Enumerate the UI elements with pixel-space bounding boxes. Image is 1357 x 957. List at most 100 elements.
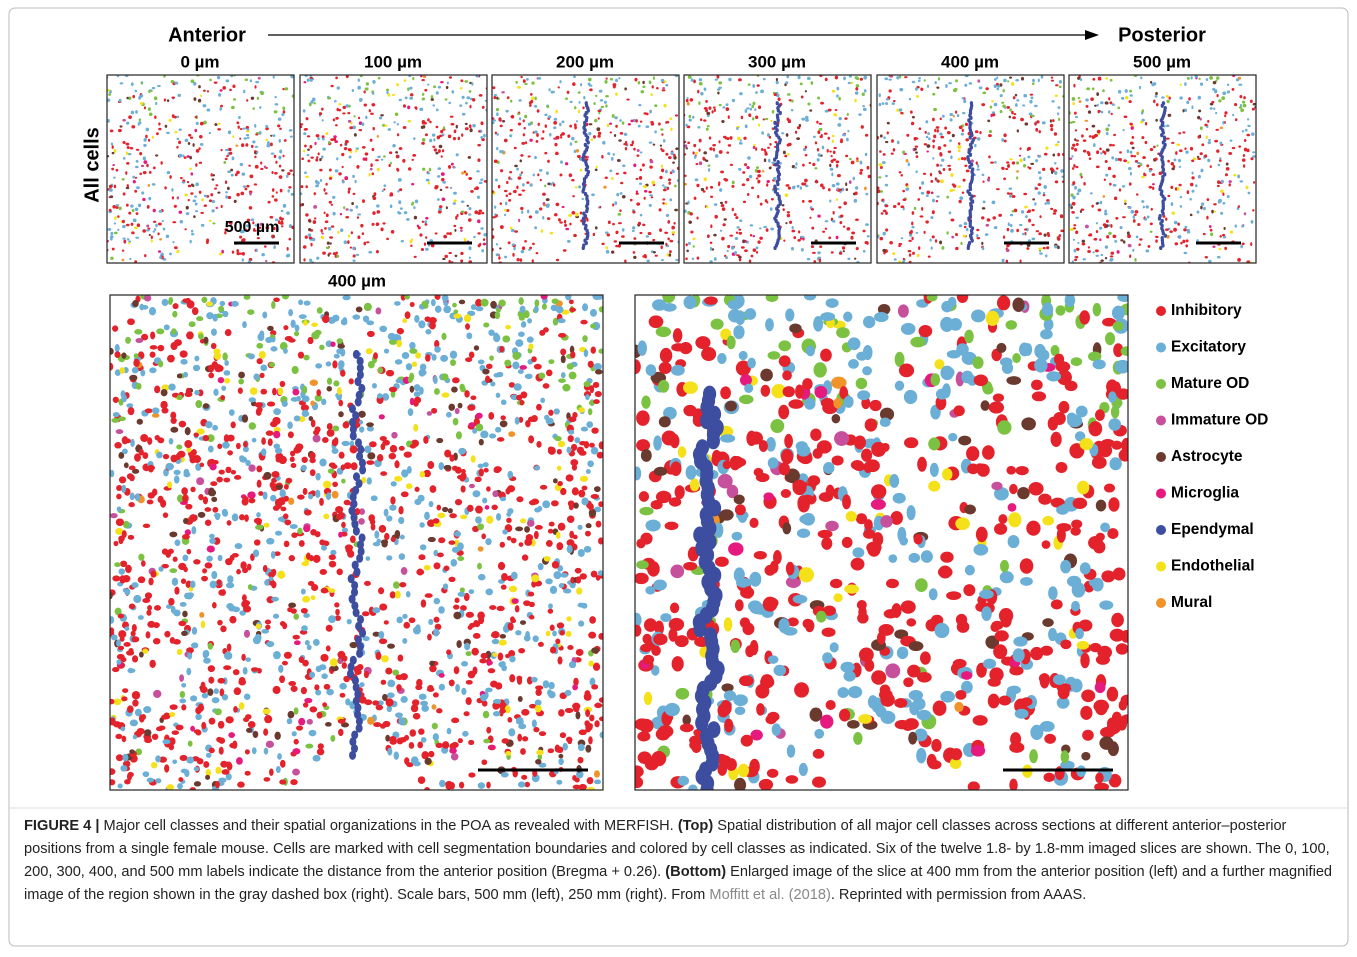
cell: [203, 90, 206, 92]
cell: [664, 186, 668, 188]
cell: [1039, 252, 1043, 254]
cell: [542, 193, 546, 196]
cell: [306, 117, 309, 120]
cell: [888, 79, 892, 81]
cell: [799, 124, 802, 127]
cell: [825, 110, 828, 113]
cell: [429, 139, 432, 143]
cell: [1110, 79, 1113, 82]
cell: [1141, 200, 1144, 203]
cell: [303, 149, 305, 152]
cell: [156, 132, 159, 135]
cell: [739, 258, 741, 261]
cell: [122, 249, 124, 252]
cell: [511, 538, 517, 544]
cell: [139, 118, 141, 121]
cell: [1191, 105, 1193, 109]
cell: [277, 124, 280, 127]
cell: [1104, 151, 1106, 155]
cell: [785, 222, 787, 224]
cell: [127, 238, 130, 241]
cell: [319, 345, 324, 350]
cell: [288, 431, 294, 438]
cell: [865, 153, 867, 156]
cell: [397, 211, 400, 214]
cell: [141, 94, 144, 98]
cell: [1130, 94, 1133, 97]
cell: [379, 326, 387, 332]
cell: [989, 130, 992, 133]
cell: [1007, 164, 1010, 168]
cell: [800, 236, 804, 238]
cell: [446, 206, 448, 209]
cell: [1083, 139, 1087, 142]
cell: [996, 188, 1000, 190]
cell: [444, 255, 448, 258]
cell: [388, 164, 390, 167]
cell: [521, 250, 525, 253]
cell: [438, 149, 441, 153]
cell: [1023, 157, 1025, 161]
cell: [907, 185, 909, 187]
cell: [768, 159, 770, 163]
cell: [1035, 187, 1038, 189]
cell: [571, 211, 575, 215]
cell: [154, 228, 156, 231]
cell: [536, 750, 544, 756]
cell: [542, 500, 550, 508]
cell: [769, 167, 772, 170]
cell: [642, 81, 645, 84]
cell: [1198, 109, 1201, 112]
cell: [468, 218, 472, 222]
cell: [1137, 165, 1140, 168]
cell: [664, 232, 668, 234]
cell: [685, 124, 687, 127]
cell: [477, 219, 480, 223]
cell: [621, 235, 625, 238]
cell: [587, 460, 594, 467]
cell: [946, 196, 949, 199]
cell: [1003, 235, 1005, 239]
cell: [883, 153, 886, 156]
cell: [899, 108, 902, 111]
cell: [356, 165, 359, 169]
cell: [242, 258, 244, 261]
cell: [541, 137, 545, 139]
cell: [313, 220, 317, 224]
cell: [847, 258, 850, 260]
cell: [421, 79, 425, 81]
cell: [583, 96, 585, 99]
cell: [1105, 128, 1109, 132]
cell: [1183, 228, 1187, 231]
cell: [129, 375, 137, 381]
cell: [391, 230, 395, 234]
cell: [425, 593, 433, 598]
cell: [1100, 201, 1102, 205]
cell: [469, 90, 472, 93]
cell: [401, 240, 404, 243]
cell: [469, 128, 472, 132]
cell: [422, 168, 425, 171]
cell: [244, 514, 249, 521]
cell: [136, 160, 139, 163]
cell: [900, 205, 904, 208]
cell: [1045, 146, 1048, 149]
cell: [282, 88, 284, 90]
cell: [219, 253, 222, 256]
cell: [1241, 225, 1244, 228]
cell: [1104, 209, 1107, 212]
cell: [1190, 147, 1193, 151]
cell: [1113, 134, 1116, 136]
cell: [687, 97, 689, 99]
cell: [667, 220, 670, 224]
cell: [368, 173, 370, 177]
cell: [1015, 94, 1017, 97]
cell: [1151, 83, 1155, 86]
cell: [939, 153, 942, 157]
cell: [468, 207, 471, 210]
cell: [139, 152, 142, 155]
cell: [493, 119, 496, 121]
cell: [604, 101, 607, 104]
cell: [464, 314, 471, 322]
cell: [458, 738, 463, 743]
